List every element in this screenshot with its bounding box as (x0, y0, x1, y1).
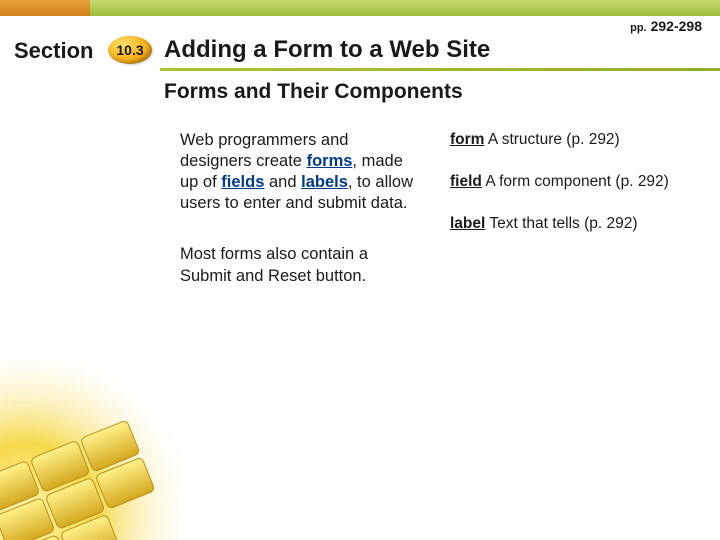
title-underline (160, 68, 720, 71)
term-form: form (450, 131, 484, 148)
pp-label: pp. (630, 22, 647, 34)
subtitle: Forms and Their Components (164, 80, 463, 104)
link-labels[interactable]: labels (301, 173, 348, 191)
page-title: Adding a Form to a Web Site (164, 36, 490, 64)
body-text: Web programmers and designers create for… (180, 130, 420, 317)
definitions-column: form A structure (p. 292) field A form c… (450, 130, 700, 255)
section-number-oval: 10.3 (108, 36, 152, 64)
def-field-text: A form component (p. 292) (482, 173, 669, 190)
def-form-text: A structure (p. 292) (484, 131, 619, 148)
section-label: Section (14, 38, 93, 64)
pp-range-text: 292-298 (651, 18, 702, 34)
top-accent-bar (0, 0, 720, 16)
definition-field: field A form component (p. 292) (450, 172, 700, 192)
paragraph-2: Most forms also contain a Submit and Res… (180, 244, 420, 286)
definition-label: label Text that tells (p. 292) (450, 214, 700, 234)
page-range: pp. 292-298 (630, 18, 702, 34)
definition-form: form A structure (p. 292) (450, 130, 700, 150)
paragraph-1: Web programmers and designers create for… (180, 130, 420, 214)
link-forms[interactable]: forms (307, 152, 353, 170)
term-field: field (450, 173, 482, 190)
def-label-text: Text that tells (p. 292) (485, 215, 637, 232)
term-label: label (450, 215, 485, 232)
decorative-keyboard-image (0, 320, 180, 540)
link-fields[interactable]: fields (221, 173, 264, 191)
para1-mid2: and (264, 173, 301, 191)
